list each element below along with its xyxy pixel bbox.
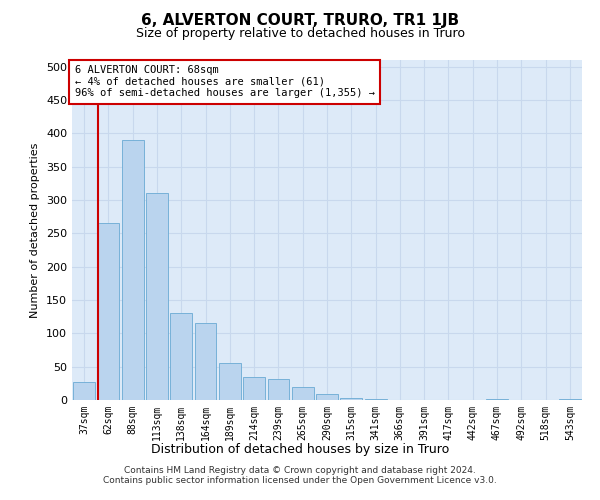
Bar: [122, 140, 143, 400]
Text: 6, ALVERTON COURT, TRURO, TR1 1JB: 6, ALVERTON COURT, TRURO, TR1 1JB: [141, 12, 459, 28]
Text: Contains HM Land Registry data © Crown copyright and database right 2024.
Contai: Contains HM Land Registry data © Crown c…: [103, 466, 497, 485]
Bar: [243, 376, 265, 400]
Bar: [219, 364, 241, 400]
Text: Size of property relative to detached houses in Truro: Size of property relative to detached ho…: [136, 28, 464, 40]
Bar: [316, 394, 338, 400]
Text: Distribution of detached houses by size in Truro: Distribution of detached houses by size …: [151, 442, 449, 456]
Bar: [292, 386, 314, 400]
Y-axis label: Number of detached properties: Number of detached properties: [31, 142, 40, 318]
Bar: [170, 314, 192, 400]
Text: 6 ALVERTON COURT: 68sqm
← 4% of detached houses are smaller (61)
96% of semi-det: 6 ALVERTON COURT: 68sqm ← 4% of detached…: [74, 65, 374, 98]
Bar: [146, 194, 168, 400]
Bar: [268, 378, 289, 400]
Bar: [97, 224, 119, 400]
Bar: [194, 324, 217, 400]
Bar: [340, 398, 362, 400]
Bar: [73, 382, 95, 400]
